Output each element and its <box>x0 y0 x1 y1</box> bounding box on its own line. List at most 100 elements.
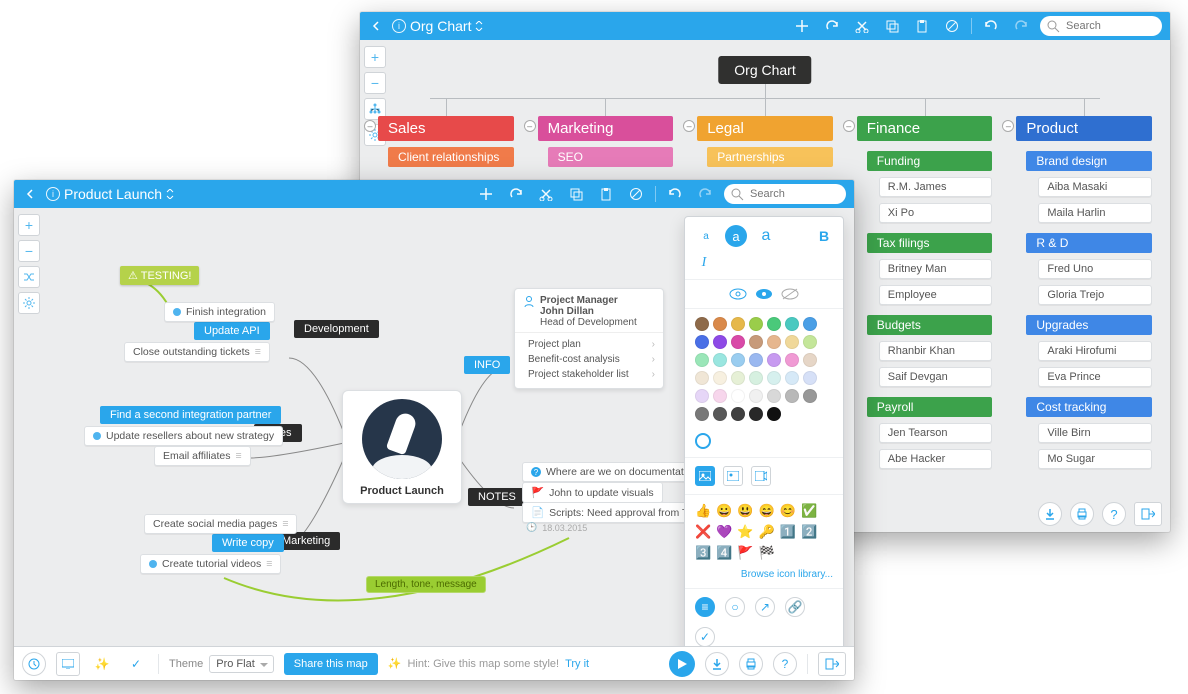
pl-copy-icon[interactable] <box>565 183 587 205</box>
shape-check[interactable]: ✓ <box>695 627 715 647</box>
print-icon[interactable] <box>1070 502 1094 526</box>
development-tab[interactable]: Development <box>294 320 379 338</box>
mkt-item-0[interactable]: Create social media pages≡ <box>144 514 297 534</box>
pl-redo2-icon[interactable] <box>694 183 716 205</box>
emoji-icon[interactable]: 😃 <box>737 503 753 519</box>
color-swatch[interactable] <box>713 317 727 331</box>
emoji-icon[interactable]: 😊 <box>780 503 796 519</box>
shape-arrow[interactable]: ↗ <box>755 597 775 617</box>
org-header[interactable]: Legal <box>697 116 833 141</box>
collapse-icon[interactable]: – <box>843 120 855 132</box>
color-swatch[interactable] <box>749 353 763 367</box>
pl-back-icon[interactable] <box>22 186 38 202</box>
color-swatch[interactable] <box>695 353 709 367</box>
emoji-icon[interactable]: 🔑 <box>759 524 775 540</box>
theme-select[interactable]: Theme Pro Flat <box>169 655 274 673</box>
org-header[interactable]: Product <box>1016 116 1152 141</box>
color-swatch[interactable] <box>695 407 709 421</box>
zoom-out-icon[interactable]: − <box>364 72 386 94</box>
block-icon[interactable] <box>941 15 963 37</box>
org-leaf[interactable]: Aiba Masaki <box>1038 177 1152 197</box>
color-swatch[interactable] <box>803 317 817 331</box>
bb-help-icon[interactable]: ? <box>773 652 797 676</box>
pl-undo-icon[interactable] <box>664 183 686 205</box>
bb-download-icon[interactable] <box>705 652 729 676</box>
redo2-icon[interactable] <box>1010 15 1032 37</box>
pl-cut-icon[interactable] <box>535 183 557 205</box>
notes-tab[interactable]: NOTES <box>468 488 526 506</box>
pl-redo-icon[interactable] <box>505 183 527 205</box>
share-button[interactable]: Share this map <box>284 653 378 675</box>
emoji-icon[interactable]: 🚩 <box>737 545 753 561</box>
color-swatch[interactable] <box>695 371 709 385</box>
org-group[interactable]: Cost tracking <box>1026 397 1152 417</box>
emoji-icon[interactable]: 😀 <box>716 503 732 519</box>
color-swatch[interactable] <box>749 335 763 349</box>
color-swatch[interactable] <box>803 389 817 403</box>
video-icon[interactable] <box>751 466 771 486</box>
bb-exit-icon[interactable] <box>818 652 846 676</box>
color-swatch[interactable] <box>785 389 799 403</box>
org-leaf[interactable]: Britney Man <box>879 259 993 279</box>
check-icon[interactable]: ✓ <box>124 652 148 676</box>
wand-icon[interactable]: ✨ <box>90 652 114 676</box>
history-icon[interactable] <box>22 652 46 676</box>
testing-badge[interactable]: ⚠ TESTING! <box>120 266 199 285</box>
org-group[interactable]: Tax filings <box>867 233 993 253</box>
org-leaf[interactable]: Araki Hirofumi <box>1038 341 1152 361</box>
bb-print-icon[interactable] <box>739 652 763 676</box>
org-search[interactable] <box>1040 16 1162 36</box>
eye-outline-icon[interactable] <box>729 288 747 300</box>
org-leaf[interactable]: Jen Tearson <box>879 423 993 443</box>
pl-search[interactable] <box>724 184 846 204</box>
emoji-icon[interactable]: 💜 <box>716 524 732 540</box>
exit-icon[interactable] <box>1134 502 1162 526</box>
emoji-icon[interactable]: 😄 <box>759 503 775 519</box>
text-size-large[interactable]: a <box>755 225 777 247</box>
undo-icon[interactable] <box>980 15 1002 37</box>
color-swatch[interactable] <box>749 371 763 385</box>
org-header[interactable]: Sales <box>378 116 514 141</box>
paste-icon[interactable] <box>911 15 933 37</box>
color-swatch[interactable] <box>731 353 745 367</box>
image-icon[interactable] <box>723 466 743 486</box>
org-leaf[interactable]: Eva Prince <box>1038 367 1152 387</box>
back-icon[interactable] <box>368 18 384 34</box>
org-leaf[interactable]: Saif Devgan <box>879 367 993 387</box>
add-icon[interactable] <box>791 15 813 37</box>
color-swatch[interactable] <box>695 335 709 349</box>
org-header[interactable]: Finance <box>857 116 993 141</box>
color-swatch[interactable] <box>803 353 817 367</box>
pl-shuffle-icon[interactable] <box>18 266 40 288</box>
pl-gear-icon[interactable] <box>18 292 40 314</box>
shape-link[interactable]: 🔗 <box>785 597 805 617</box>
info-icon[interactable]: i <box>392 19 406 33</box>
color-swatch[interactable] <box>731 335 745 349</box>
marketing-blue[interactable]: Write copy <box>212 534 284 552</box>
copy-icon[interactable] <box>881 15 903 37</box>
present-icon[interactable] <box>56 652 80 676</box>
sales-item-0[interactable]: Update resellers about new strategy <box>84 426 283 446</box>
browse-link[interactable]: Browse icon library... <box>741 569 833 580</box>
pl-add-icon[interactable] <box>475 183 497 205</box>
color-swatch[interactable] <box>767 407 781 421</box>
color-swatch[interactable] <box>785 353 799 367</box>
org-group[interactable]: R & D <box>1026 233 1152 253</box>
dev-item-1[interactable]: Close outstanding tickets≡ <box>124 342 270 362</box>
color-swatch[interactable] <box>803 335 817 349</box>
help-icon[interactable]: ? <box>1102 502 1126 526</box>
pl-block-icon[interactable] <box>625 183 647 205</box>
org-leaf[interactable]: R.M. James <box>879 177 993 197</box>
emoji-icon[interactable]: 1️⃣ <box>780 524 796 540</box>
pl-info-icon[interactable]: i <box>46 187 60 201</box>
collapse-icon[interactable]: – <box>683 120 695 132</box>
org-group[interactable]: Budgets <box>867 315 993 335</box>
cut-icon[interactable] <box>851 15 873 37</box>
color-swatch[interactable] <box>713 389 727 403</box>
bold-icon[interactable]: B <box>815 228 833 244</box>
org-leaf[interactable]: Gloria Trejo <box>1038 285 1152 305</box>
org-leaf[interactable]: Rhanbir Khan <box>879 341 993 361</box>
note-1[interactable]: 🚩John to update visuals <box>522 482 663 503</box>
no-fill-swatch[interactable] <box>695 433 711 449</box>
dev-item-0[interactable]: Finish integration <box>164 302 275 322</box>
